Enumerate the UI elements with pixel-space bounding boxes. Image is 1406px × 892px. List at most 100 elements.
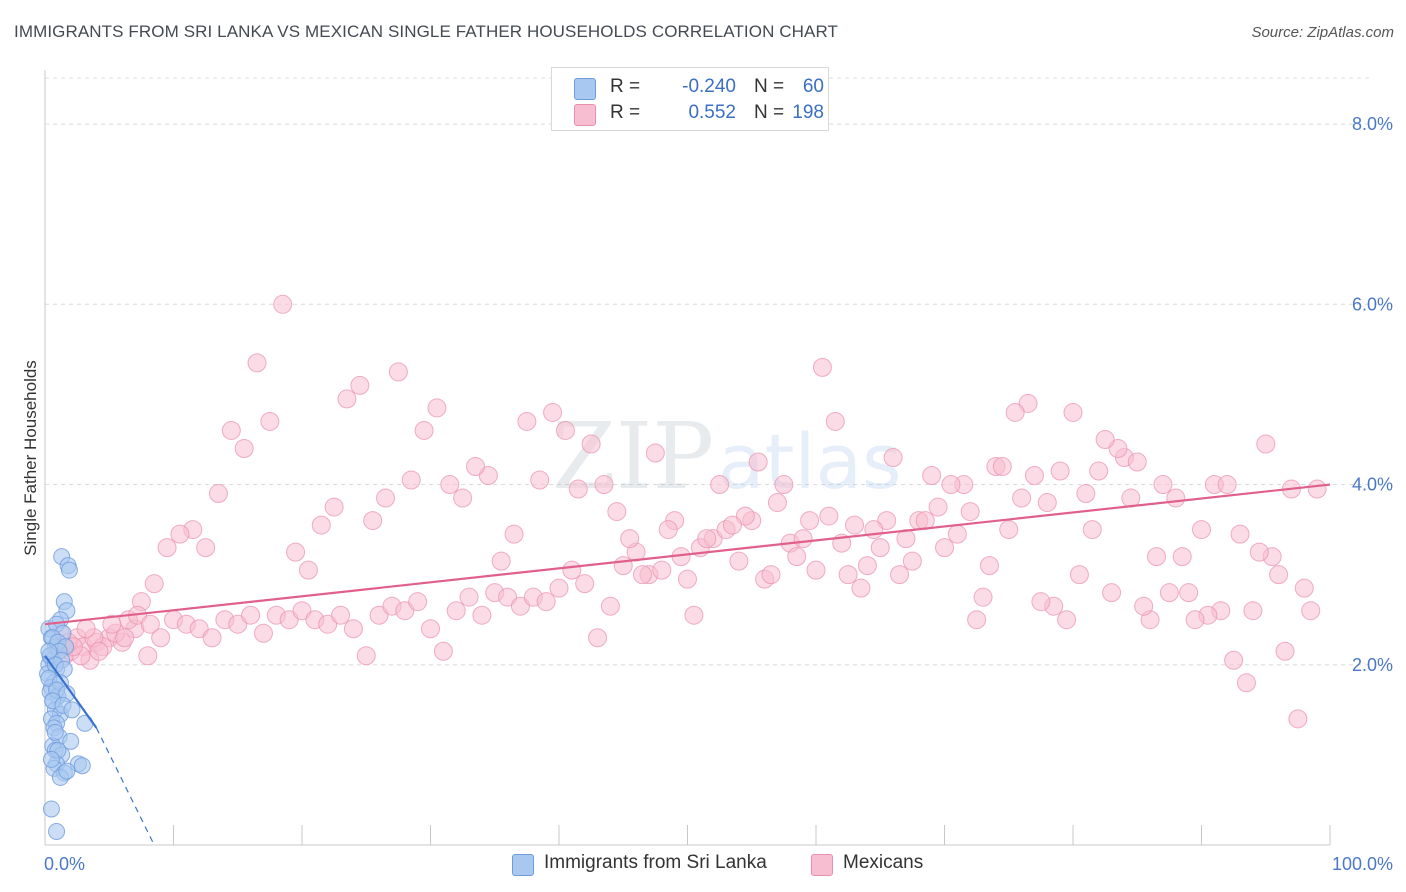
point-mexicans (76, 619, 96, 639)
point-mexicans (697, 529, 717, 549)
point-sri-lanka (46, 723, 64, 741)
point-mexicans (1185, 610, 1205, 630)
point-mexicans (979, 556, 999, 576)
point-mexicans (1159, 583, 1179, 603)
point-mexicans (588, 628, 608, 648)
legend-r-label: R = (610, 76, 641, 97)
point-mexicans (761, 565, 781, 585)
point-mexicans (1095, 429, 1115, 449)
point-mexicans (600, 596, 620, 616)
watermark-atlas: atlas (718, 417, 902, 506)
point-mexicans (440, 475, 460, 495)
point-mexicans (620, 529, 640, 549)
point-mexicans (812, 357, 832, 377)
x-tick-label-max: 100.0% (1332, 854, 1393, 874)
point-mexicans (1057, 610, 1077, 630)
trend-lines (44, 483, 1331, 846)
point-mexicans (800, 511, 820, 531)
point-mexicans (793, 529, 813, 549)
point-mexicans (202, 628, 222, 648)
point-mexicans (453, 488, 473, 508)
point-mexicans (851, 578, 871, 598)
point-mexicans (594, 475, 614, 495)
point-mexicans (575, 574, 595, 594)
point-mexicans (1166, 488, 1186, 508)
point-mexicans (530, 470, 550, 490)
point-mexicans (102, 614, 122, 634)
point-mexicans (729, 551, 749, 571)
point-mexicans (857, 556, 877, 576)
point-mexicans (1307, 479, 1327, 499)
legend-r-label: R = (610, 102, 641, 123)
point-mexicans (472, 605, 492, 625)
point-mexicans (1063, 402, 1083, 422)
point-mexicans (465, 457, 485, 477)
legend-r-value: -0.240 (682, 76, 736, 97)
trend-line-mexicans (44, 483, 1331, 626)
point-mexicans (1192, 520, 1211, 540)
point-mexicans (196, 538, 216, 558)
point-sri-lanka (62, 732, 80, 750)
point-mexicans (935, 538, 954, 558)
y-axis-label: Single Father Households (21, 360, 40, 556)
point-mexicans (607, 502, 627, 522)
point-mexicans (543, 402, 563, 422)
point-mexicans (253, 623, 273, 643)
grid-lines (45, 77, 1370, 666)
point-mexicans (890, 565, 910, 585)
point-mexicans (806, 560, 826, 580)
legend-swatch-mexicans (574, 104, 596, 126)
point-mexicans (549, 578, 569, 598)
point-mexicans (376, 488, 396, 508)
point-mexicans (331, 605, 351, 625)
point-mexicans (1256, 434, 1276, 454)
legend-n-value: 60 (802, 76, 824, 97)
point-mexicans (350, 375, 370, 395)
point-mexicans (967, 610, 987, 630)
point-mexicans (999, 520, 1019, 540)
point-mexicans (652, 560, 672, 580)
point-mexicans (1024, 466, 1044, 486)
point-mexicans (1089, 461, 1109, 481)
point-mexicans (414, 420, 434, 440)
point-mexicans (356, 646, 376, 666)
point-mexicans (491, 551, 511, 571)
point-mexicans (115, 628, 135, 648)
point-mexicans (1224, 650, 1244, 670)
point-mexicans (774, 475, 794, 495)
point-mexicans (273, 294, 293, 314)
point-mexicans (678, 569, 697, 589)
point-mexicans (1269, 565, 1289, 585)
point-mexicans (870, 538, 890, 558)
point-mexicans (1102, 583, 1122, 603)
point-mexicans (1069, 565, 1089, 585)
point-sri-lanka (73, 757, 91, 775)
point-mexicans (536, 592, 556, 612)
point-mexicans (581, 434, 601, 454)
point-mexicans (1294, 578, 1314, 598)
point-mexicans (459, 587, 479, 607)
point-mexicans (825, 411, 845, 431)
trend-line-sri-lanka (44, 655, 98, 729)
point-mexicans (1050, 461, 1070, 481)
point-mexicans (838, 565, 858, 585)
point-mexicans (973, 587, 993, 607)
point-mexicans (1147, 547, 1167, 567)
point-mexicans (504, 524, 524, 544)
point-sri-lanka (42, 800, 60, 818)
point-mexicans (1217, 475, 1237, 495)
y-tick-label: 8.0% (1352, 114, 1393, 134)
point-mexicans (1037, 493, 1057, 513)
point-sri-lanka (48, 822, 66, 840)
point-sri-lanka (60, 561, 78, 579)
legend: R = -0.240 N = 60 R = 0.552 N = 198 (551, 67, 829, 131)
point-mexicans (324, 497, 344, 517)
point-mexicans (1134, 596, 1154, 616)
point-mexicans (883, 448, 903, 467)
point-mexicans (260, 411, 280, 431)
point-mexicans (748, 452, 768, 472)
point-mexicans (421, 619, 440, 639)
point-mexicans (947, 524, 967, 544)
point-mexicans (658, 520, 678, 540)
